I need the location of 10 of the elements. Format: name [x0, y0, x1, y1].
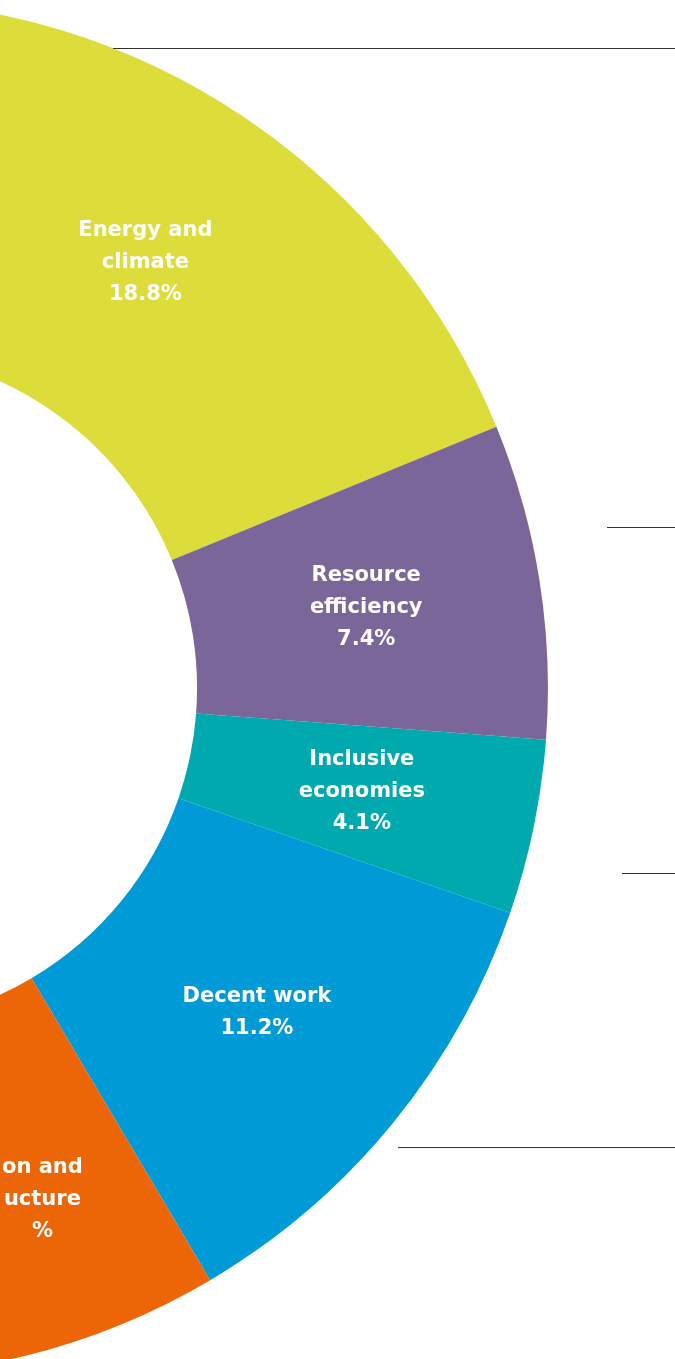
data-label: 4.1%	[332, 810, 391, 835]
data-label: 7.4%	[337, 626, 396, 651]
slice-label: on and ucture	[2, 1154, 83, 1211]
slice-label: Decent work	[182, 982, 333, 1007]
slice-label: Energy and climate	[78, 216, 213, 273]
slice-label: Resource efficiency	[309, 562, 423, 619]
data-label: 18.8%	[108, 280, 182, 305]
data-label: %	[31, 1218, 53, 1243]
data-label: 11.2%	[220, 1014, 294, 1039]
slice-label: Inclusive economies	[298, 746, 426, 803]
